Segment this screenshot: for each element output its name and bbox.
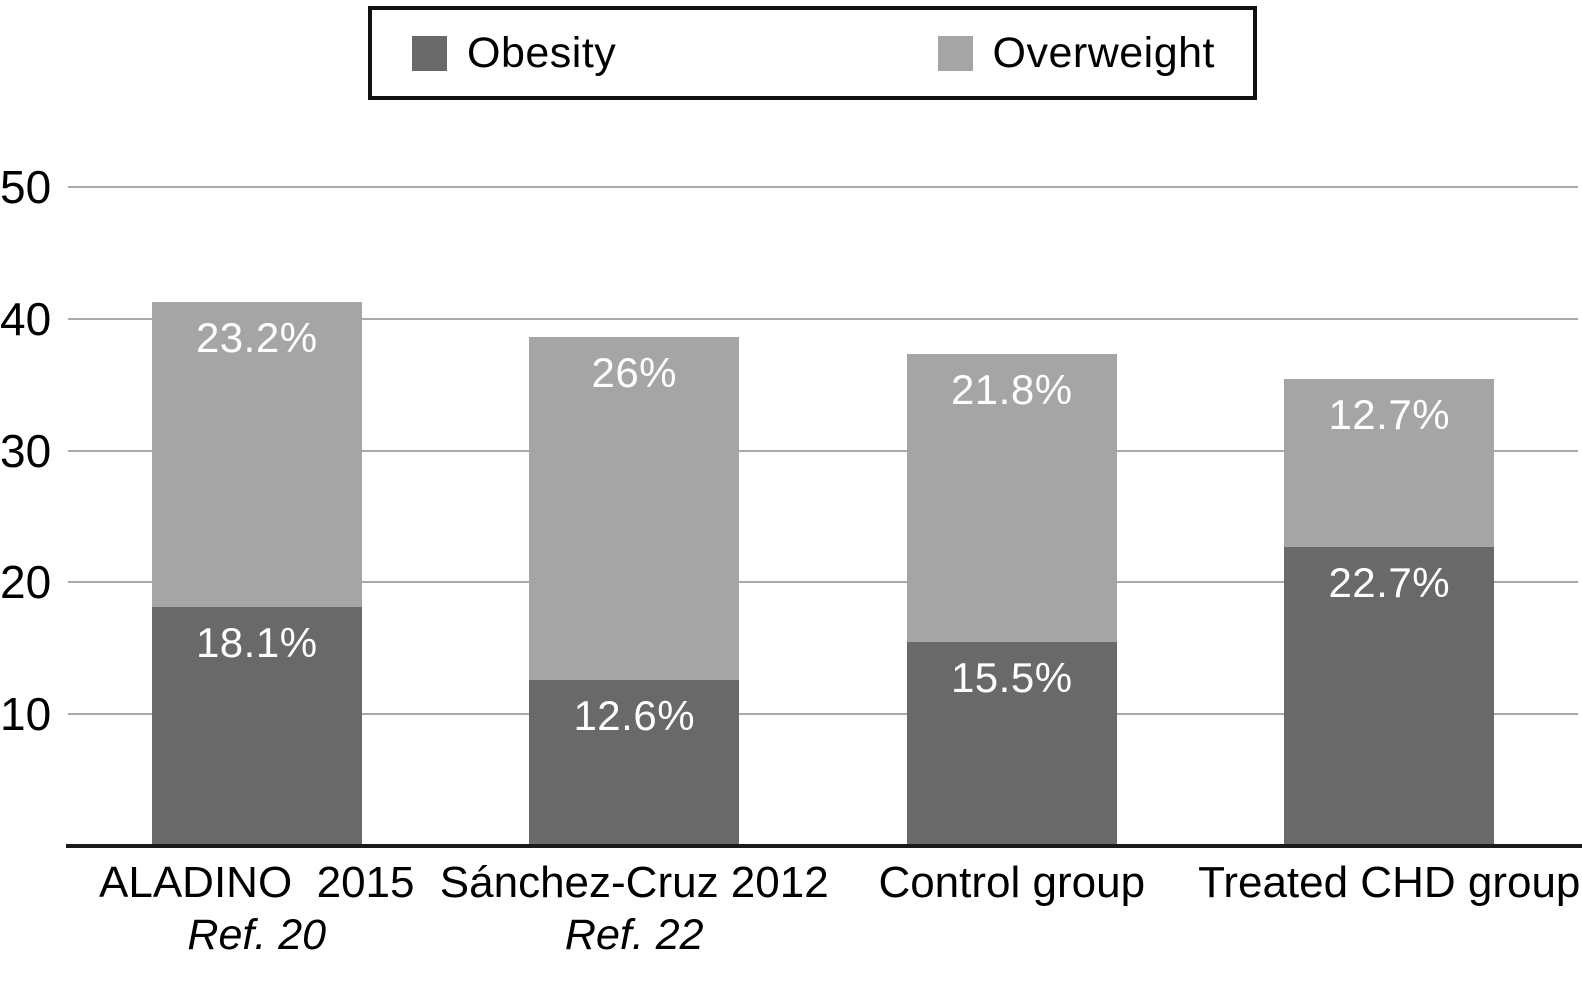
legend-label-overweight: Overweight [992, 28, 1215, 77]
bar-segment-overweight [1284, 379, 1495, 547]
legend-item-overweight: Overweight [937, 28, 1215, 78]
bar-segment-obesity [529, 679, 740, 846]
legend-label-obesity: Obesity [467, 28, 617, 77]
obesity-value-label: 18.1% [195, 619, 318, 667]
obesity-value-label: 15.5% [950, 653, 1073, 701]
bar-segment-obesity [906, 641, 1117, 846]
gridline [68, 449, 1578, 452]
bar-segment-overweight [529, 337, 740, 680]
gridline [68, 581, 1578, 584]
x-axis-label: Control group [782, 857, 1242, 910]
bar-segment-overweight [906, 354, 1117, 642]
overweight-value-label: 26% [591, 349, 678, 397]
category-label: ALADINO 2015 [99, 858, 415, 907]
obesity-swatch-icon [412, 35, 447, 71]
category-label: Control group [878, 858, 1146, 907]
y-tick-label: 50 [0, 161, 52, 213]
overweight-value-label: 12.7% [1328, 391, 1451, 439]
obesity-value-label: 22.7% [1328, 558, 1451, 606]
overweight-value-label: 23.2% [195, 313, 318, 361]
x-axis-label: ALADINO 2015 Ref. 20 [27, 857, 487, 961]
legend-item-obesity: Obesity [412, 29, 616, 78]
y-tick-label: 30 [0, 424, 52, 477]
overweight-value-label: 21.8% [950, 366, 1073, 414]
gridline [68, 186, 1578, 188]
overweight-swatch-icon [937, 35, 973, 71]
y-tick-label: 20 [0, 556, 52, 609]
category-ref-label: Ref. 22 [564, 910, 704, 959]
bar-segment-obesity [1284, 546, 1495, 846]
bar-segment-obesity [151, 607, 362, 846]
x-axis-label: Sánchez-Cruz 2012 Ref. 22 [404, 857, 864, 961]
category-label: Sánchez-Cruz 2012 [439, 858, 829, 907]
category-ref-label: Ref. 20 [187, 910, 327, 959]
gridline [68, 317, 1578, 320]
legend: Obesity Overweight [368, 6, 1257, 100]
bar-segment-overweight [151, 301, 362, 608]
y-tick-label: 40 [0, 292, 52, 345]
y-tick-label: 10 [0, 688, 52, 741]
x-axis-label: Treated CHD group [1159, 857, 1582, 910]
category-label: Treated CHD group [1198, 858, 1581, 907]
gridline [68, 713, 1578, 716]
x-axis-line [66, 844, 1582, 848]
obesity-value-label: 12.6% [573, 691, 696, 739]
